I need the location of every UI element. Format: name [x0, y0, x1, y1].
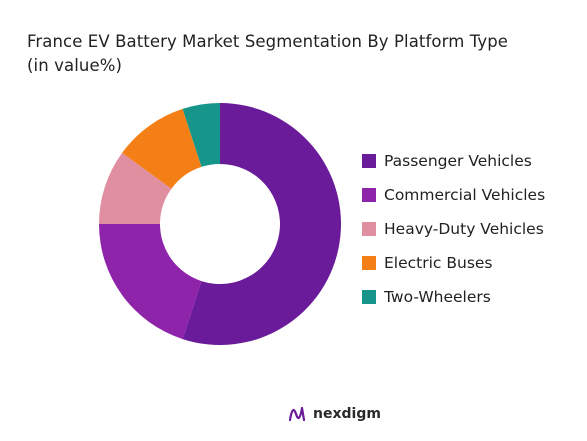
- legend-swatch: [362, 188, 376, 202]
- legend-swatch: [362, 222, 376, 236]
- brand-footer: nexdigm: [287, 404, 381, 424]
- chart-title-line-1: France EV Battery Market Segmentation By…: [27, 32, 509, 51]
- chart-title-line-2: (in value%): [27, 56, 123, 75]
- legend-label: Electric Buses: [384, 254, 493, 272]
- chart-title: France EV Battery Market Segmentation By…: [27, 30, 567, 78]
- chart-legend: Passenger Vehicles Commercial Vehicles Hea…: [362, 144, 545, 314]
- legend-item-commercial-vehicles: Commercial Vehicles: [362, 178, 545, 212]
- slice-electric-buses: [122, 108, 202, 189]
- slice-heavy-duty-vehicles: [99, 152, 172, 224]
- legend-label: Two-Wheelers: [384, 288, 491, 306]
- legend-label: Commercial Vehicles: [384, 186, 546, 204]
- slice-passenger-vehicles: [182, 103, 342, 346]
- legend-swatch: [362, 154, 376, 168]
- nexdigm-logo-icon: [288, 406, 306, 422]
- legend-item-electric-buses: Electric Buses: [362, 246, 545, 280]
- legend-label: Heavy-Duty Vehicles: [384, 220, 544, 238]
- legend-item-heavy-duty-vehicles: Heavy-Duty Vehicles: [362, 212, 545, 246]
- legend-label: Passenger Vehicles: [384, 152, 532, 170]
- legend-item-passenger-vehicles: Passenger Vehicles: [362, 144, 545, 178]
- brand-name: nexdigm: [313, 406, 381, 422]
- slice-two-wheelers: [182, 103, 220, 167]
- legend-swatch: [362, 256, 376, 270]
- legend-item-two-wheelers: Two-Wheelers: [362, 280, 545, 314]
- slice-commercial-vehicles: [99, 224, 202, 340]
- legend-swatch: [362, 290, 376, 304]
